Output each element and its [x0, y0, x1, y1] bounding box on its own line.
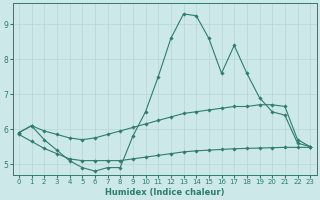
X-axis label: Humidex (Indice chaleur): Humidex (Indice chaleur)	[105, 188, 224, 197]
